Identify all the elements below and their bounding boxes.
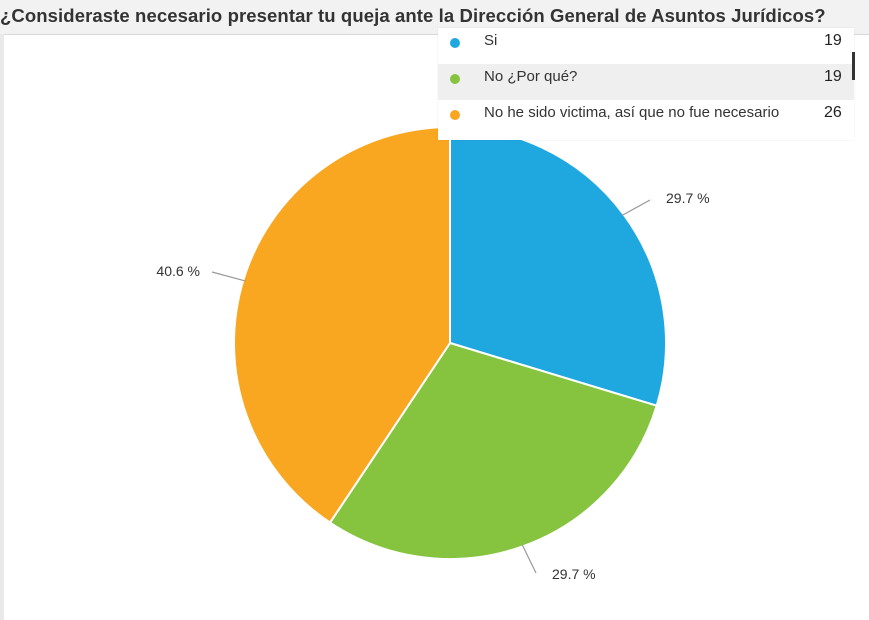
scrollbar[interactable] <box>852 52 855 80</box>
slice-percent-label: 40.6 % <box>156 263 200 279</box>
legend-item[interactable]: No he sido victima, así que no fue neces… <box>438 100 854 136</box>
legend-item[interactable]: No ¿Por qué? 19 <box>438 64 854 100</box>
title-bar: ¿Consideraste necesario presentar tu que… <box>0 0 869 35</box>
legend-count: 19 <box>824 68 842 85</box>
leader-line <box>621 199 651 217</box>
slice-percent-label: 29.7 % <box>666 190 710 206</box>
left-border <box>0 34 4 620</box>
legend-label: No he sido victima, así que no fue neces… <box>484 104 780 121</box>
leader-line <box>211 271 246 282</box>
legend-dot-icon <box>450 38 460 48</box>
legend-label: No ¿Por qué? <box>484 68 578 85</box>
chart-title: ¿Consideraste necesario presentar tu que… <box>0 5 826 26</box>
legend-dot-icon <box>450 110 460 120</box>
legend-count: 26 <box>824 104 842 121</box>
legend-item[interactable]: Si 19 <box>438 28 854 64</box>
legend-label: Si <box>484 32 498 49</box>
leader-line <box>521 544 537 574</box>
slice-percent-label: 29.7 % <box>552 566 596 582</box>
legend-count: 19 <box>824 32 842 49</box>
legend: Si 19 No ¿Por qué? 19 No he sido victima, as… <box>438 28 854 140</box>
legend-dot-icon <box>450 74 460 84</box>
